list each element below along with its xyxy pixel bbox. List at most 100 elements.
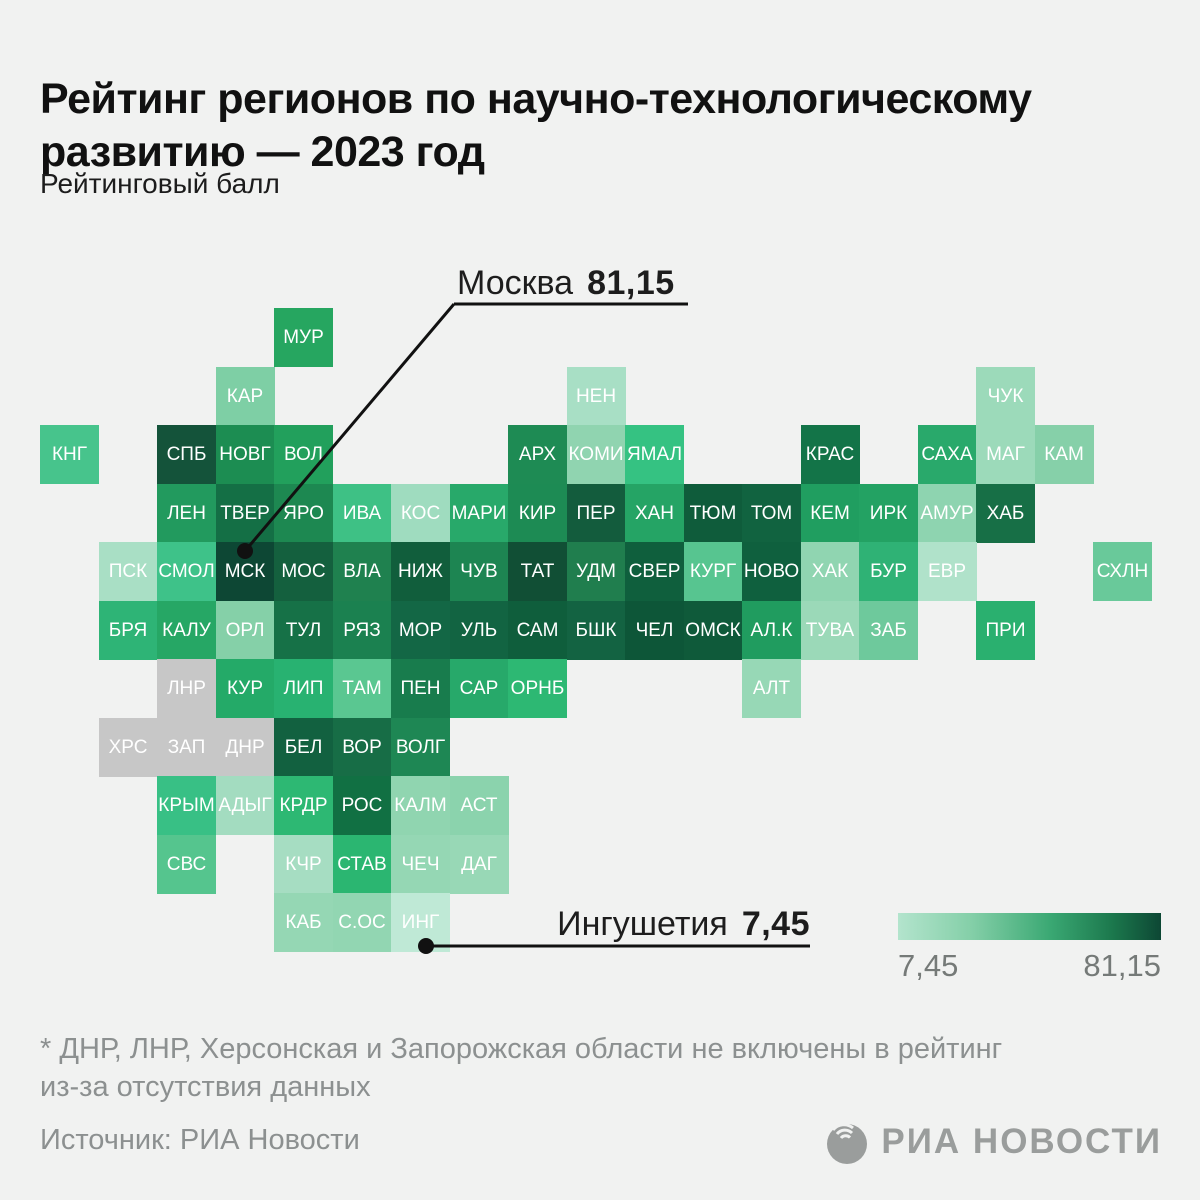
tile-label: ЕВР <box>927 561 967 582</box>
tile-КУР: КУР <box>215 659 275 718</box>
tile-КАБ: КАБ <box>274 893 333 952</box>
tile-label: МАРИ <box>451 502 507 524</box>
tile-label: КОМИ <box>568 444 624 465</box>
tile-label: РОС <box>341 795 383 816</box>
tile-label: КРАС <box>805 444 855 465</box>
tile-ЧУК: ЧУК <box>976 366 1035 426</box>
tile-СТАВ: СТАВ <box>332 834 392 894</box>
tile-label: ЧЕЛ <box>635 619 674 641</box>
tile-САХА: САХА <box>917 425 977 484</box>
tile-КНГ: КНГ <box>40 425 99 484</box>
tile-label: АДЫГ <box>218 795 272 816</box>
tile-label: ЧЕЧ <box>401 853 440 875</box>
tile-label: КАМ <box>1044 444 1084 465</box>
tile-label: ДАГ <box>461 853 497 875</box>
tile-label: КРЫМ <box>158 795 215 816</box>
tile-label: ЗАП <box>167 736 206 758</box>
tile-label: ЯМАЛ <box>626 444 683 465</box>
page-subtitle: Рейтинговый балл <box>40 168 280 199</box>
tile-НОВГ: НОВГ <box>215 425 275 484</box>
tile-label: УДМ <box>576 561 616 582</box>
tile-label: ХАН <box>634 502 675 524</box>
tile-СХЛН: СХЛН <box>1093 542 1152 601</box>
tile-МСК: МСК <box>215 542 275 601</box>
tile-ДНР: ДНР <box>215 717 275 777</box>
tile-ТАМ: ТАМ <box>332 659 392 718</box>
tile-label: КАР <box>226 385 264 407</box>
tile-label: ТВЕР <box>220 502 270 524</box>
max-region-label: Москва <box>457 264 574 302</box>
tile-label: САМ <box>516 619 559 641</box>
tile-label: КИР <box>518 502 557 524</box>
tile-label: ТАМ <box>342 678 382 699</box>
tile-label: КЧР <box>285 853 322 875</box>
tile-label: ПЕР <box>576 502 616 524</box>
tile-АСТ: АСТ <box>449 776 509 835</box>
tile-ПРИ: ПРИ <box>976 600 1035 660</box>
tile-label: ВОР <box>342 736 382 758</box>
tile-ЯМАЛ: ЯМАЛ <box>625 425 684 484</box>
tile-СВС: СВС <box>157 834 216 894</box>
tile-ТАТ: ТАТ <box>508 542 567 601</box>
legend-min-label: 7,45 <box>898 948 959 983</box>
tile-МУР: МУР <box>274 308 333 367</box>
tile-label: КАЛУ <box>162 619 211 641</box>
tile-ВОР: ВОР <box>332 717 392 777</box>
tile-ПСК: ПСК <box>98 542 158 601</box>
tile-label: ХАК <box>811 561 849 582</box>
tile-ЧУВ: ЧУВ <box>449 542 509 601</box>
tile-НЕН: НЕН <box>566 366 626 426</box>
tile-КАЛМ: КАЛМ <box>391 776 450 835</box>
tile-label: АЛ.К <box>750 619 793 641</box>
tile-label: МОС <box>281 561 326 582</box>
tile-label: АРХ <box>518 444 557 465</box>
min-region-label: Ингушетия <box>557 905 728 943</box>
tile-КРДР: КРДР <box>274 776 333 835</box>
tile-УЛЬ: УЛЬ <box>449 600 509 660</box>
tile-ИВА: ИВА <box>332 483 392 543</box>
tile-label: СПБ <box>166 444 207 465</box>
tile-label: НЕН <box>575 385 617 407</box>
legend-gradient-bar <box>898 913 1161 940</box>
tile-label: ЯРО <box>283 502 324 524</box>
tile-label: ИНГ <box>401 912 440 933</box>
tile-КЧР: КЧР <box>274 834 333 894</box>
tile-label: БРЯ <box>108 619 148 641</box>
tile-label: ТОМ <box>750 502 793 524</box>
tile-label: ВОЛГ <box>395 736 446 758</box>
tile-ВОЛГ: ВОЛГ <box>391 717 450 777</box>
tile-label: СВЕР <box>628 561 681 582</box>
tile-label: МАГ <box>986 444 1025 465</box>
tile-ТЮМ: ТЮМ <box>683 483 743 543</box>
tile-label: С.ОС <box>338 912 386 933</box>
tile-label: ХАБ <box>986 502 1025 524</box>
tile-АЛ.К: АЛ.К <box>742 600 801 660</box>
tile-label: КНГ <box>51 444 88 465</box>
tile-label: ПРИ <box>985 619 1026 641</box>
tile-СМОЛ: СМОЛ <box>157 542 216 601</box>
tile-НОВО: НОВО <box>742 542 801 601</box>
footnote-line-1: * ДНР, ЛНР, Херсонская и Запорожская обл… <box>40 1033 1003 1065</box>
tile-label: ЧУВ <box>460 561 498 582</box>
tile-label: КЕМ <box>810 502 850 524</box>
tile-ХРС: ХРС <box>98 717 158 777</box>
tile-КЕМ: КЕМ <box>800 483 860 543</box>
min-region-value: 7,45 <box>741 905 810 943</box>
tile-label: КУРГ <box>689 561 737 582</box>
tile-ДАГ: ДАГ <box>449 834 509 894</box>
tile-ЧЕЛ: ЧЕЛ <box>625 600 684 660</box>
tile-НИЖ: НИЖ <box>391 542 450 601</box>
tile-ЕВР: ЕВР <box>917 542 977 601</box>
tile-label: ЧУК <box>987 385 1024 407</box>
tile-label: КАЛМ <box>394 795 447 816</box>
tile-ХАН: ХАН <box>625 483 684 543</box>
tile-label: САХА <box>921 444 973 465</box>
max-region-value: 81,15 <box>587 264 675 302</box>
tile-label: БУР <box>870 561 907 582</box>
tile-label: МОР <box>398 619 443 641</box>
tile-МАГ: МАГ <box>976 425 1035 484</box>
tile-label: ЛНР <box>167 678 206 699</box>
tile-ТУВА: ТУВА <box>800 600 860 660</box>
tile-УДМ: УДМ <box>566 542 626 601</box>
